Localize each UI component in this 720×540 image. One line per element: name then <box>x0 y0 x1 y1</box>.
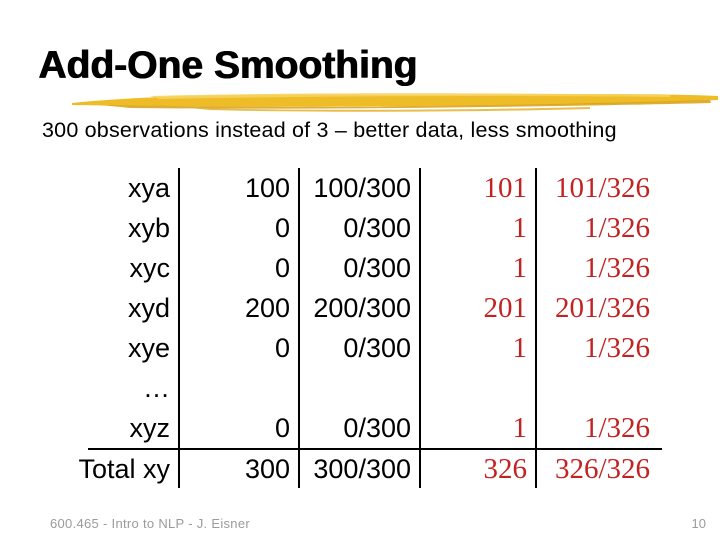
smoothed-count-value: 101 <box>421 168 537 208</box>
smoothed-probability-value: 326/326 <box>537 448 662 488</box>
count-value: 0 <box>180 328 300 368</box>
probability-value: 0/300 <box>300 328 421 368</box>
count-value <box>180 368 300 408</box>
ngram-label: xyc <box>88 248 180 288</box>
smoothed-count-value: 201 <box>421 288 537 328</box>
smoothed-count-value: 1 <box>421 248 537 288</box>
smoothed-count-value: 1 <box>421 208 537 248</box>
slide-subtitle: 300 observations instead of 3 – better d… <box>42 118 617 142</box>
probability-value <box>300 368 421 408</box>
ngram-label: xye <box>88 328 180 368</box>
smoothed-count-value: 1 <box>421 328 537 368</box>
count-value: 0 <box>180 408 300 448</box>
smoothed-probability-value <box>537 368 662 408</box>
count-value: 0 <box>180 248 300 288</box>
footer-course-label: 600.465 - Intro to NLP - J. Eisner <box>50 516 251 531</box>
ngram-label: xyd <box>88 288 180 328</box>
ngram-label: xyz <box>88 408 180 448</box>
ngram-label: xya <box>88 168 180 208</box>
count-value: 0 <box>180 208 300 248</box>
smoothed-count-value: 1 <box>421 408 537 448</box>
count-value: 100 <box>180 168 300 208</box>
probability-value: 100/300 <box>300 168 421 208</box>
count-value: 200 <box>180 288 300 328</box>
probability-value: 0/300 <box>300 208 421 248</box>
probability-value: 200/300 <box>300 288 421 328</box>
smoothed-probability-value: 1/326 <box>583 331 650 364</box>
brush-stroke-underline <box>72 93 718 112</box>
page-number: 10 <box>691 516 706 531</box>
probability-value: 0/300 <box>300 408 421 448</box>
ngram-label: … <box>88 368 180 408</box>
smoothed-count-value: 326 <box>421 448 537 488</box>
probability-value: 0/300 <box>300 248 421 288</box>
smoothed-probability-value: 1/326 <box>583 251 650 284</box>
count-value: 300 <box>180 448 300 488</box>
slide-title: Add-One Smoothing <box>38 44 418 87</box>
smoothed-probability-value: 101/326 <box>554 171 650 204</box>
smoothed-count-value <box>421 368 537 408</box>
smoothing-table: xya 100 100/300 101 101/326 xyb 0 0/300 … <box>78 168 662 488</box>
smoothed-probability-value: 201/326 <box>554 291 650 324</box>
ngram-label: xyb <box>88 208 180 248</box>
smoothed-probability-value: 1/326 <box>583 411 650 444</box>
smoothed-probability-value: 1/326 <box>583 211 650 244</box>
ngram-label: Total xy <box>78 448 180 488</box>
probability-value: 300/300 <box>300 448 421 488</box>
